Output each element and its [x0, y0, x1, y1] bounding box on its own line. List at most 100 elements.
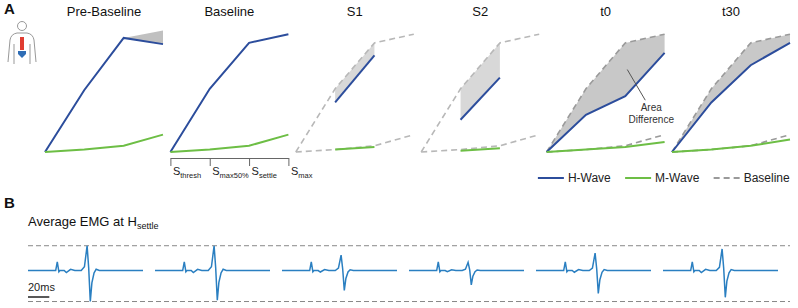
- tick-mark: [288, 158, 289, 166]
- emg-trace: [536, 253, 651, 293]
- legend-swatch: [625, 177, 651, 179]
- figure: ABPre-BaselineBaselineSthreshSmax50%Sset…: [0, 0, 798, 308]
- tick-label: Ssettle: [252, 165, 277, 180]
- text-subscript: settle: [259, 171, 277, 180]
- wave-line: [45, 38, 163, 152]
- plot-area: [409, 262, 524, 285]
- wave-line: [335, 147, 374, 149]
- legend-label: Baseline: [744, 171, 790, 185]
- area-difference: [672, 34, 790, 152]
- emg-trace: [409, 262, 524, 285]
- legend-swatch: [714, 177, 740, 179]
- icon-electrode: [20, 37, 24, 50]
- scale-bar-label: 20ms: [28, 281, 55, 293]
- baseline-line: [296, 135, 414, 152]
- panel-title: Average EMG at Hsettle: [28, 214, 158, 231]
- text-main: Average EMG at H: [28, 214, 137, 229]
- tick: Smax: [289, 158, 313, 180]
- baseline-line: [547, 34, 665, 152]
- wave-line: [461, 78, 500, 120]
- annotation-leader: [627, 70, 645, 101]
- plot-area: [28, 246, 143, 302]
- text-subscript: max: [298, 171, 312, 180]
- panel-title: S1: [347, 4, 363, 19]
- legend-label: M-Wave: [655, 171, 700, 185]
- wave-line: [461, 148, 500, 150]
- panel-title: t0: [600, 4, 611, 19]
- icon-arrow: [18, 51, 26, 58]
- panel-letter: A: [4, 0, 15, 17]
- plot-area: [45, 30, 163, 152]
- emg-trace: [155, 246, 270, 301]
- wave-line: [45, 135, 163, 152]
- wave-line: [547, 142, 665, 152]
- panel-title: t30: [722, 4, 740, 19]
- baseline-line: [421, 135, 539, 152]
- annotation-line: Area: [641, 102, 663, 113]
- tick: Smax50%: [210, 158, 249, 180]
- icon-torso: [8, 33, 36, 64]
- tick: Sthresh: [171, 158, 201, 180]
- legend: H-Wave M-Wave Baseline: [538, 171, 790, 185]
- tick: Ssettle: [250, 158, 277, 180]
- baseline-line: [421, 34, 539, 152]
- wave-line: [170, 135, 288, 152]
- plot-area: [170, 34, 288, 152]
- legend-label: H-Wave: [568, 171, 611, 185]
- area-difference: [45, 30, 163, 152]
- emg-trace: [663, 249, 778, 297]
- baseline-line: [672, 135, 790, 152]
- panel: S1: [296, 4, 414, 152]
- panel-title: Pre-Baseline: [67, 4, 141, 19]
- annotation-line: Difference: [629, 114, 675, 125]
- panel-letter: B: [4, 194, 15, 211]
- panel-title: Baseline: [204, 4, 254, 19]
- tick-mark: [210, 158, 211, 166]
- plot-area: [663, 249, 778, 297]
- text-main: S: [173, 165, 180, 177]
- plot-area: [155, 246, 270, 301]
- tick-mark: [170, 158, 171, 166]
- legend-swatch: [538, 177, 564, 179]
- icon-head: [18, 22, 27, 31]
- plot-area: [547, 34, 665, 152]
- panel: t0 AreaDifference: [547, 4, 675, 152]
- body-icon: [8, 22, 36, 65]
- text-subscript: settle: [137, 221, 159, 231]
- reference-line: [28, 245, 790, 246]
- panel: BaselineSthreshSmax50%SsettleSmax: [170, 4, 312, 180]
- tick-label: Sthresh: [173, 165, 201, 180]
- panel-title: S2: [472, 4, 488, 19]
- baseline-line: [296, 34, 414, 152]
- wave-line: [672, 140, 790, 152]
- x-axis-line: [171, 158, 289, 159]
- panel: t30: [672, 4, 790, 152]
- text-main: S: [252, 165, 259, 177]
- panel: S2: [421, 4, 539, 152]
- baseline-line: [672, 34, 790, 152]
- area-difference: [335, 43, 374, 103]
- reference-line: [28, 301, 790, 302]
- emg-trace: [28, 246, 143, 302]
- text-subscript: thresh: [180, 171, 201, 180]
- annotation: AreaDifference: [629, 102, 675, 125]
- tick-mark: [249, 158, 250, 166]
- plot-area: [296, 34, 414, 152]
- wave-line: [170, 34, 288, 152]
- emg-trace: [282, 255, 397, 290]
- area-difference: [547, 34, 665, 152]
- wave-line: [672, 43, 790, 152]
- plot-area: [536, 253, 651, 293]
- baseline-line: [547, 135, 665, 152]
- text-subscript: max50%: [220, 171, 250, 180]
- wave-line: [335, 55, 374, 102]
- panel: Average EMG at Hsettle 20ms: [28, 214, 790, 302]
- scale-bar: [28, 296, 49, 298]
- plot-area: [672, 34, 790, 152]
- panel: Pre-Baseline: [45, 4, 163, 152]
- wave-line: [547, 53, 665, 152]
- tick-label: Smax50%: [212, 165, 249, 180]
- text-main: S: [291, 165, 298, 177]
- plot-area: [282, 255, 397, 290]
- tick-label: Smax: [291, 165, 313, 180]
